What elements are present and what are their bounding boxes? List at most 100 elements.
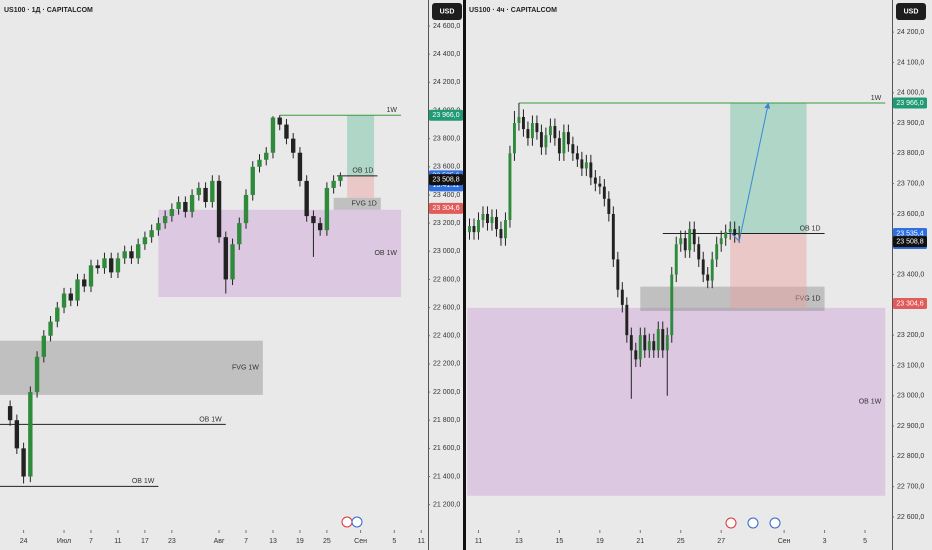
candle-body	[517, 116, 521, 124]
y-tick-label: 22 400,0	[433, 333, 460, 340]
event-icon[interactable]	[769, 517, 781, 529]
price-badge-label: 23 508,8	[432, 176, 459, 183]
level-label: OB 1W	[199, 416, 222, 423]
y-tick-label: 24 000,0	[897, 90, 924, 97]
y-tick-label: 21 800,0	[433, 417, 460, 424]
x-tick-label: 13	[269, 538, 277, 545]
candle-body	[611, 213, 615, 260]
event-icon[interactable]	[351, 516, 363, 528]
price-badge-label: 23 508,8	[896, 238, 923, 245]
candle-body	[580, 159, 584, 169]
candle-body	[661, 329, 665, 351]
price-badge	[429, 109, 463, 121]
level-label: 1W	[387, 107, 398, 114]
candle-body	[575, 153, 579, 160]
event-icon[interactable]	[747, 517, 759, 529]
x-tick-label: 19	[596, 538, 604, 545]
x-tick-label: Июл	[57, 538, 71, 545]
event-icons[interactable]	[341, 516, 781, 529]
candle-body	[21, 448, 26, 477]
candle-body	[102, 258, 107, 269]
candle-body	[338, 175, 343, 181]
candle-body	[237, 223, 242, 245]
candle-body	[55, 307, 60, 322]
candle-body	[297, 152, 303, 181]
candle-body	[670, 274, 674, 336]
candle-body	[304, 180, 309, 217]
candle-body	[490, 216, 494, 224]
candle-body	[692, 229, 696, 245]
y-tick-label: 22 600,0	[897, 514, 924, 521]
candle-body	[508, 153, 512, 220]
y-tick-label: 22 000,0	[433, 389, 460, 396]
currency-label[interactable]: USD	[904, 8, 919, 15]
candle-body	[499, 229, 503, 239]
chart-panel: OB 1W FVG 1D 1W OB 1D 22 600,0 22 700,0 22 800…	[467, 3, 927, 545]
currency-label[interactable]: USD	[440, 8, 455, 15]
candle-body	[629, 335, 633, 351]
candle-body	[512, 123, 516, 154]
zone	[467, 307, 886, 496]
x-tick-label: 11	[418, 538, 425, 545]
y-tick-label: 23 600,0	[897, 211, 924, 218]
currency-button[interactable]	[896, 3, 926, 20]
candle-body	[737, 233, 741, 236]
x-tick-label: 11	[114, 538, 121, 545]
y-tick-label: 22 800,0	[433, 276, 460, 283]
price-badge	[429, 174, 463, 186]
currency-button[interactable]	[432, 3, 462, 20]
candle-body	[616, 259, 620, 290]
candle-body	[156, 223, 161, 231]
x-tick-label: 24	[20, 538, 28, 545]
chart-title: US100 · 1Д · CAPITALCOM	[4, 7, 93, 14]
candle-body	[486, 213, 489, 224]
y-tick-label: 22 900,0	[897, 423, 924, 430]
candle-body	[697, 244, 701, 260]
candle-body	[521, 116, 525, 130]
candle-body	[109, 258, 114, 273]
candle-body	[472, 226, 476, 233]
y-tick-label: 24 200,0	[433, 79, 460, 86]
chart-panel: OB 1W FVG 1W FVG 1D 1W OB 1D OB 1W OB 1W 21 200…	[0, 3, 463, 545]
projection-arrow	[729, 102, 771, 243]
candle-body	[203, 187, 208, 203]
zone-label: OB 1W	[374, 250, 397, 257]
zone	[158, 209, 402, 298]
x-tick-label: 17	[141, 538, 149, 545]
event-icon[interactable]	[725, 517, 737, 529]
y-tick-label: 23 800,0	[897, 150, 924, 157]
x-tick-label: 11	[475, 538, 482, 545]
candle-body	[535, 123, 539, 133]
price-badge-label: 23 304,6	[896, 300, 923, 307]
candle-body	[324, 187, 330, 231]
y-tick-label: 23 400,0	[897, 271, 924, 278]
panel-separator	[463, 0, 466, 550]
candle-body	[41, 335, 47, 357]
price-badge-countdown: 13:41:11	[433, 182, 460, 189]
candle-body	[589, 162, 593, 178]
level-label: OB 1W	[132, 478, 155, 485]
event-icon[interactable]	[341, 516, 353, 528]
y-tick-label: 23 000,0	[433, 248, 460, 255]
level-label: 1W	[871, 95, 882, 102]
y-tick-label: 22 200,0	[433, 361, 460, 368]
candle-body	[34, 356, 40, 393]
candle-body	[647, 341, 651, 351]
charts: OB 1W FVG 1W FVG 1D 1W OB 1D OB 1W OB 1W 21 200…	[0, 3, 927, 545]
x-tick-label: Сен	[778, 538, 791, 545]
chart-title: US100 · 4ч · CAPITALCOM	[469, 7, 557, 14]
candle-body	[95, 265, 100, 269]
y-tick-label: 23 900,0	[897, 120, 924, 127]
x-tick-label: 3	[823, 538, 827, 545]
zone	[347, 175, 375, 198]
y-tick-label: 23 000,0	[897, 393, 924, 400]
x-tick-label: 13	[515, 538, 523, 545]
level-label: OB 1D	[800, 225, 821, 232]
candle-body	[571, 144, 575, 154]
price-badge	[893, 297, 927, 309]
candle-body	[715, 244, 719, 260]
candle-body	[620, 289, 624, 305]
candle-body	[553, 126, 557, 139]
candle-body	[598, 183, 602, 187]
candle-body	[679, 238, 683, 245]
